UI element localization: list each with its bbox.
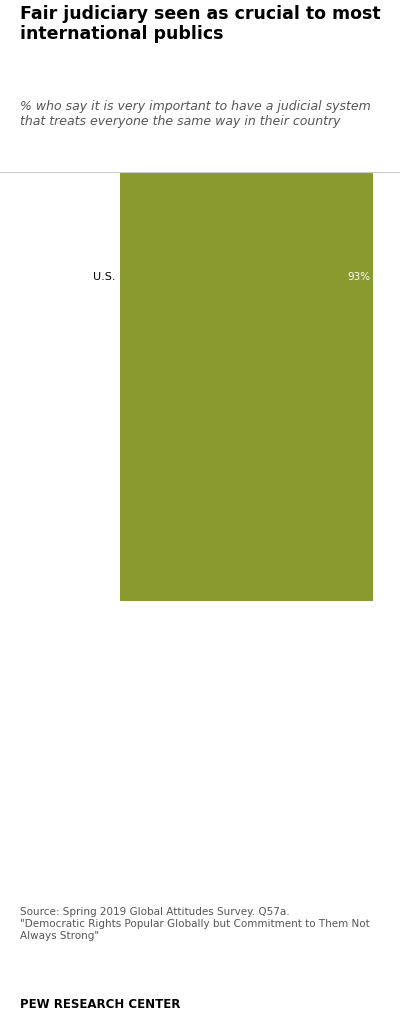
Text: % who say it is very important to have a judicial system
that treats everyone th: % who say it is very important to have a…	[20, 99, 371, 128]
Bar	[120, 998, 368, 1024]
Text: 93%: 93%	[348, 271, 371, 282]
Bar	[120, 0, 373, 601]
Text: U.S.: U.S.	[94, 271, 116, 282]
Text: Source: Spring 2019 Global Attitudes Survey. Q57a.
"Democratic Rights Popular Gl: Source: Spring 2019 Global Attitudes Sur…	[20, 906, 370, 941]
Text: Fair judiciary seen as crucial to most
international publics: Fair judiciary seen as crucial to most i…	[20, 5, 381, 43]
Text: PEW RESEARCH CENTER: PEW RESEARCH CENTER	[20, 997, 180, 1011]
